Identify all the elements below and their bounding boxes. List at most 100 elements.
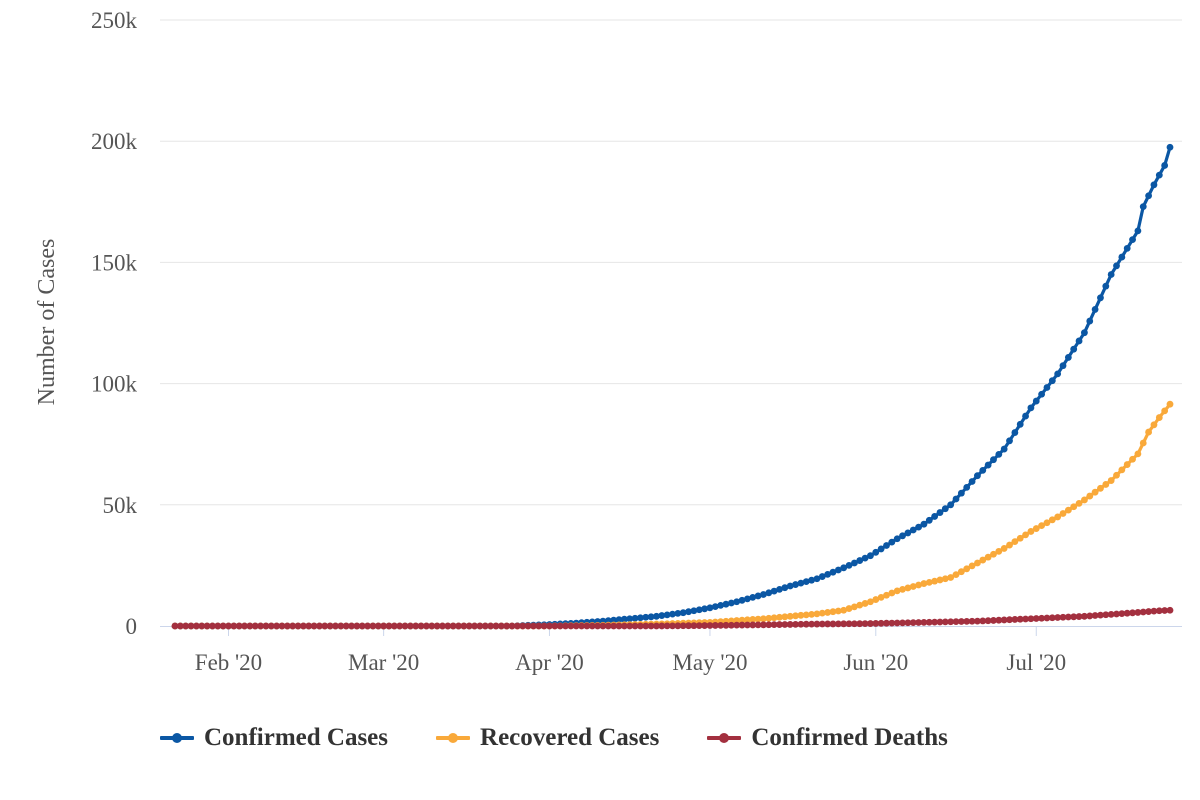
data-point[interactable] xyxy=(1000,445,1008,453)
data-point[interactable] xyxy=(1038,390,1046,398)
data-point[interactable] xyxy=(957,489,965,497)
data-point[interactable] xyxy=(225,622,232,630)
data-point[interactable] xyxy=(535,622,543,630)
data-point[interactable] xyxy=(487,622,495,630)
data-point[interactable] xyxy=(963,617,971,625)
data-point[interactable] xyxy=(765,621,773,629)
data-point[interactable] xyxy=(824,570,832,578)
data-point[interactable] xyxy=(669,610,676,618)
data-point[interactable] xyxy=(792,581,799,588)
data-point[interactable] xyxy=(979,466,987,474)
data-point[interactable] xyxy=(685,622,692,630)
data-point[interactable] xyxy=(465,622,473,630)
data-point[interactable] xyxy=(1064,506,1072,514)
legend-item-recovered-cases[interactable]: Recovered Cases xyxy=(436,724,659,752)
data-point[interactable] xyxy=(423,622,430,630)
data-point[interactable] xyxy=(915,619,922,626)
data-point[interactable] xyxy=(653,612,660,620)
data-point[interactable] xyxy=(872,596,880,603)
data-point[interactable] xyxy=(867,598,874,606)
data-point[interactable] xyxy=(642,613,650,621)
data-point[interactable] xyxy=(615,616,623,624)
data-point[interactable] xyxy=(326,622,334,630)
data-point[interactable] xyxy=(936,618,944,626)
data-point[interactable] xyxy=(690,607,698,615)
data-point[interactable] xyxy=(974,617,981,625)
data-point[interactable] xyxy=(1011,429,1019,436)
data-point[interactable] xyxy=(915,581,922,589)
legend-item-confirmed-cases[interactable]: Confirmed Cases xyxy=(160,724,388,752)
data-point[interactable] xyxy=(856,557,864,564)
data-point[interactable] xyxy=(406,622,414,630)
data-point[interactable] xyxy=(824,620,832,628)
data-point[interactable] xyxy=(396,622,404,630)
data-point[interactable] xyxy=(1059,362,1067,370)
data-point[interactable] xyxy=(1070,613,1078,621)
data-point[interactable] xyxy=(460,622,468,630)
data-point[interactable] xyxy=(888,589,896,597)
data-point[interactable] xyxy=(931,618,939,626)
data-point[interactable] xyxy=(899,532,906,540)
data-point[interactable] xyxy=(508,622,516,630)
data-point[interactable] xyxy=(904,619,912,627)
data-point[interactable] xyxy=(610,616,618,624)
data-point[interactable] xyxy=(1155,414,1163,421)
data-point[interactable] xyxy=(952,571,960,579)
data-point[interactable] xyxy=(1139,439,1147,447)
data-point[interactable] xyxy=(1150,421,1158,429)
data-point[interactable] xyxy=(1048,614,1056,622)
data-point[interactable] xyxy=(1016,420,1024,428)
data-point[interactable] xyxy=(883,591,890,599)
data-point[interactable] xyxy=(867,552,874,560)
data-point[interactable] xyxy=(1006,541,1013,549)
data-point[interactable] xyxy=(856,601,864,609)
data-point[interactable] xyxy=(503,622,511,630)
data-point[interactable] xyxy=(920,618,928,626)
data-point[interactable] xyxy=(663,611,671,619)
data-point[interactable] xyxy=(348,622,355,630)
data-point[interactable] xyxy=(931,577,939,585)
data-point[interactable] xyxy=(1064,354,1072,361)
data-point[interactable] xyxy=(471,622,478,630)
data-point[interactable] xyxy=(193,622,200,630)
data-point[interactable] xyxy=(1054,513,1062,521)
data-point[interactable] xyxy=(727,599,735,607)
data-point[interactable] xyxy=(733,621,741,629)
data-point[interactable] xyxy=(1161,162,1169,169)
data-point[interactable] xyxy=(658,612,666,619)
data-point[interactable] xyxy=(615,622,623,630)
data-point[interactable] xyxy=(941,618,949,626)
data-point[interactable] xyxy=(481,622,489,630)
data-point[interactable] xyxy=(1166,400,1174,408)
data-point[interactable] xyxy=(931,513,939,520)
data-point[interactable] xyxy=(513,622,521,630)
data-point[interactable] xyxy=(1118,253,1126,261)
data-point[interactable] xyxy=(1139,608,1147,616)
data-point[interactable] xyxy=(781,621,789,628)
data-point[interactable] xyxy=(850,559,858,567)
data-point[interactable] xyxy=(620,615,628,623)
data-point[interactable] xyxy=(1107,477,1115,484)
data-point[interactable] xyxy=(235,622,243,630)
data-point[interactable] xyxy=(449,622,457,630)
data-point[interactable] xyxy=(198,622,206,630)
data-point[interactable] xyxy=(717,602,725,609)
data-point[interactable] xyxy=(749,594,757,601)
data-point[interactable] xyxy=(562,622,569,630)
data-point[interactable] xyxy=(1139,203,1147,211)
data-point[interactable] xyxy=(786,612,794,620)
data-point[interactable] xyxy=(1043,519,1051,527)
data-point[interactable] xyxy=(840,620,848,628)
data-point[interactable] xyxy=(808,576,815,584)
data-point[interactable] xyxy=(1097,294,1104,302)
data-point[interactable] xyxy=(957,618,965,625)
data-point[interactable] xyxy=(802,620,810,628)
data-point[interactable] xyxy=(1129,236,1136,244)
data-point[interactable] xyxy=(1081,496,1088,504)
data-point[interactable] xyxy=(187,622,195,630)
data-point[interactable] xyxy=(364,622,371,630)
data-point[interactable] xyxy=(765,589,773,597)
data-point[interactable] xyxy=(380,622,388,630)
data-point[interactable] xyxy=(776,613,783,621)
data-point[interactable] xyxy=(941,575,949,583)
